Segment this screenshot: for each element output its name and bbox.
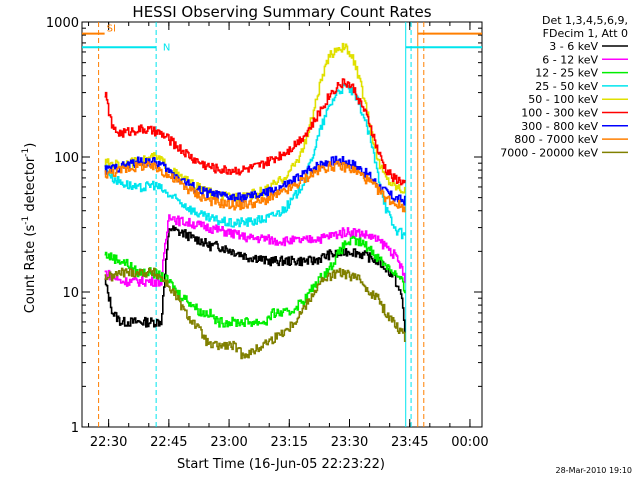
legend: Det 1,3,4,5,6,9, FDecim 1, Att 0 3 - 6 k… (500, 14, 628, 159)
series-line-0 (104, 225, 406, 333)
y-axis-label-part-3: ) (23, 143, 38, 148)
y-tick-label: 100 (54, 151, 79, 166)
series-line-4 (104, 42, 406, 202)
x-tick-label: 22:30 (90, 435, 127, 450)
chart-title: HESSI Observing Summary Count Rates (132, 3, 431, 21)
y-tick-label: 1000 (46, 16, 79, 31)
legend-entry-label: 7000 - 20000 keV (500, 146, 598, 159)
legend-entry-label: 12 - 25 keV (535, 67, 598, 80)
axis-ticks (82, 21, 482, 428)
legend-header-1: Det 1,3,4,5,6,9, (542, 14, 628, 27)
legend-entry-label: 100 - 300 keV (521, 107, 598, 120)
y-axis-label-sup-2: -1 (21, 148, 31, 157)
series-line-1 (104, 214, 406, 287)
y-tick-labels: 1 10 100 1000 (46, 16, 79, 436)
x-tick-label: 23:00 (210, 435, 247, 450)
series-line-5 (104, 78, 406, 186)
flag-si-label: SI (107, 24, 116, 35)
legend-entry-label: 800 - 7000 keV (514, 133, 598, 146)
x-tick-label: 22:45 (150, 435, 187, 450)
series-lines (104, 42, 406, 360)
x-tick-labels: 22:30 22:45 23:00 23:15 23:30 23:45 00:00 (90, 435, 489, 450)
x-tick-label: 23:30 (331, 435, 368, 450)
series-line-8 (104, 267, 406, 360)
y-axis-label: Count Rate (s-1 detector-1) (21, 143, 38, 314)
legend-entry-label: 3 - 6 keV (549, 40, 598, 53)
legend-entry-label: 25 - 50 keV (535, 80, 598, 93)
legend-entry-label: 50 - 100 keV (528, 93, 598, 106)
x-tick-label: 23:45 (391, 435, 428, 450)
plot-frame (81, 21, 483, 428)
legend-entry-label: 6 - 12 keV (542, 53, 598, 66)
y-axis-label-part-2: detector (23, 156, 38, 216)
series-line-6 (104, 155, 406, 206)
y-tick-label: 10 (62, 286, 79, 301)
flag-lines: SI N (82, 22, 482, 427)
timestamp-stamp: 28-Mar-2010 19:10 (556, 466, 633, 475)
x-tick-label: 23:15 (271, 435, 308, 450)
legend-header-2: FDecim 1, Att 0 (543, 27, 628, 40)
series-line-7 (104, 160, 406, 213)
y-axis-label-sup-1: -1 (21, 216, 31, 225)
y-tick-label: 1 (71, 421, 79, 436)
legend-entry-label: 300 - 800 keV (521, 120, 598, 133)
flag-n-label: N (163, 42, 170, 53)
y-axis-label-part-1: Count Rate (s (23, 225, 38, 314)
x-tick-label: 00:00 (451, 435, 488, 450)
plot-area: SI N (81, 21, 483, 428)
x-axis-label: Start Time (16-Jun-05 22:23:22) (177, 457, 385, 472)
